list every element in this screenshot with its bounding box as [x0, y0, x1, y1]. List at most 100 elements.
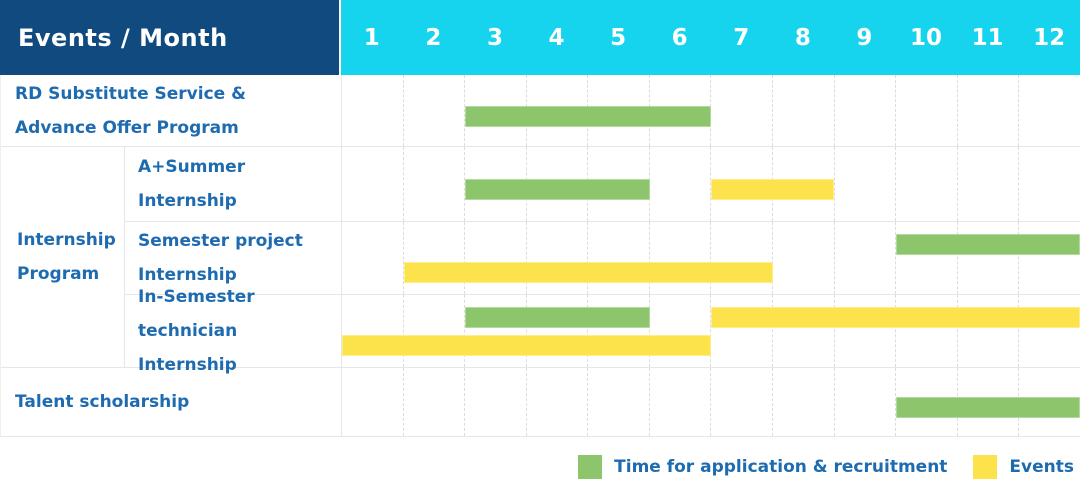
month-gridline [464, 368, 526, 436]
row-group-internship-program: Internship Program A+Summer Internship S… [1, 147, 1080, 375]
month-gridline [342, 147, 403, 221]
month-gridline [956, 147, 1019, 221]
month-gridline [1018, 295, 1080, 367]
month-gridline [772, 75, 834, 146]
row-rd-substitute: RD Substitute Service & Advance Offer Pr… [1, 75, 1080, 147]
month-gridline [833, 75, 896, 146]
month-gridline [464, 147, 526, 221]
month-gridline [342, 222, 403, 294]
month-gridline [525, 222, 588, 294]
month-header-3: 3 [486, 24, 503, 51]
legend-swatch-yellow [973, 455, 998, 479]
gantt-track-rd-substitute [342, 75, 1080, 146]
month-gridline [833, 147, 896, 221]
gantt-track-semester-project [342, 222, 1080, 294]
month-gridline [648, 222, 711, 294]
month-gridline [1018, 222, 1080, 294]
legend-swatch-green [578, 455, 603, 479]
month-gridline [525, 368, 588, 436]
month-gridline [587, 222, 649, 294]
month-header-11: 11 [971, 24, 1004, 51]
events-month-header-cell: Events / Month [0, 0, 341, 75]
month-gridline [342, 368, 403, 436]
month-gridline [587, 295, 649, 367]
internship-subrows: A+Summer Internship Semester project Int… [125, 147, 1080, 375]
month-gridline [710, 75, 772, 146]
row-label-rd-substitute: RD Substitute Service & Advance Offer Pr… [1, 75, 342, 146]
month-gridline [956, 75, 1019, 146]
group-label-internship-program: Internship Program [1, 147, 125, 367]
row-talent-scholarship: Talent scholarship [1, 368, 1080, 437]
month-gridline [833, 222, 896, 294]
row-label-in-semester-technician: In-Semester technician Internship [125, 287, 342, 375]
month-gridline [402, 368, 465, 436]
gantt-track-talent-scholarship [342, 368, 1080, 436]
month-gridline [956, 295, 1019, 367]
month-gridline [710, 147, 772, 221]
month-header-7: 7 [733, 24, 750, 51]
month-header-12: 12 [1033, 24, 1066, 51]
legend-item-events: Events [973, 455, 1074, 479]
month-header-2: 2 [425, 24, 442, 51]
month-header-9: 9 [856, 24, 873, 51]
legend-label-events: Events [1009, 457, 1074, 477]
month-gridline [402, 295, 465, 367]
legend: Time for application & recruitment Event… [0, 437, 1080, 493]
gantt-bar-green [895, 397, 1080, 418]
month-gridline [464, 222, 526, 294]
month-gridline [710, 222, 772, 294]
gantt-bar-green [465, 307, 650, 328]
month-gridline [895, 75, 957, 146]
month-header-6: 6 [671, 24, 688, 51]
month-gridline [402, 222, 465, 294]
month-gridline [525, 295, 588, 367]
month-gridline [772, 368, 834, 436]
row-a-plus-summer: A+Summer Internship [125, 147, 1080, 222]
month-gridline [587, 368, 649, 436]
month-gridline [648, 147, 711, 221]
month-gridline [710, 295, 772, 367]
month-header-1: 1 [363, 24, 380, 51]
month-gridline [464, 295, 526, 367]
month-header-8: 8 [794, 24, 811, 51]
month-gridline [895, 147, 957, 221]
gantt-bar-green [895, 234, 1080, 255]
month-gridline [1018, 147, 1080, 221]
month-gridline [772, 295, 834, 367]
row-label-semester-project: Semester project Internship [125, 222, 342, 294]
row-semester-project: Semester project Internship [125, 222, 1080, 295]
gantt-bar-green [465, 105, 711, 127]
gantt-track-a-plus-summer [342, 147, 1080, 221]
row-label-talent-scholarship: Talent scholarship [1, 368, 342, 436]
month-gridline [464, 75, 526, 146]
table-header-row: Events / Month 1 2 3 4 5 6 7 8 9 10 11 12 [0, 0, 1080, 75]
month-gridline [833, 295, 896, 367]
row-in-semester-technician: In-Semester technician Internship [125, 287, 1080, 375]
month-header-cells: 1 2 3 4 5 6 7 8 9 10 11 12 [341, 0, 1080, 75]
month-gridline [402, 75, 465, 146]
month-header-5: 5 [610, 24, 627, 51]
month-gridline [895, 222, 957, 294]
legend-item-application-recruitment: Time for application & recruitment [578, 455, 947, 479]
month-gridline [772, 222, 834, 294]
month-gridline [342, 295, 403, 367]
month-header-10: 10 [909, 24, 942, 51]
legend-label-application-recruitment: Time for application & recruitment [614, 457, 948, 477]
month-gridline [342, 75, 403, 146]
gantt-bar-green [465, 179, 650, 200]
month-gridline [402, 147, 465, 221]
month-gridline [895, 295, 957, 367]
month-gridline [833, 368, 896, 436]
month-gridline [956, 222, 1019, 294]
gantt-bar-yellow [711, 307, 1080, 328]
month-header-4: 4 [548, 24, 565, 51]
month-gridline [648, 368, 711, 436]
month-gridline [1018, 75, 1080, 146]
gantt-bar-yellow [711, 179, 834, 200]
month-gridline [648, 295, 711, 367]
month-gridline [710, 368, 772, 436]
table-body: RD Substitute Service & Advance Offer Pr… [0, 75, 1080, 437]
gantt-bar-yellow [342, 335, 711, 356]
row-label-a-plus-summer: A+Summer Internship [125, 147, 342, 221]
